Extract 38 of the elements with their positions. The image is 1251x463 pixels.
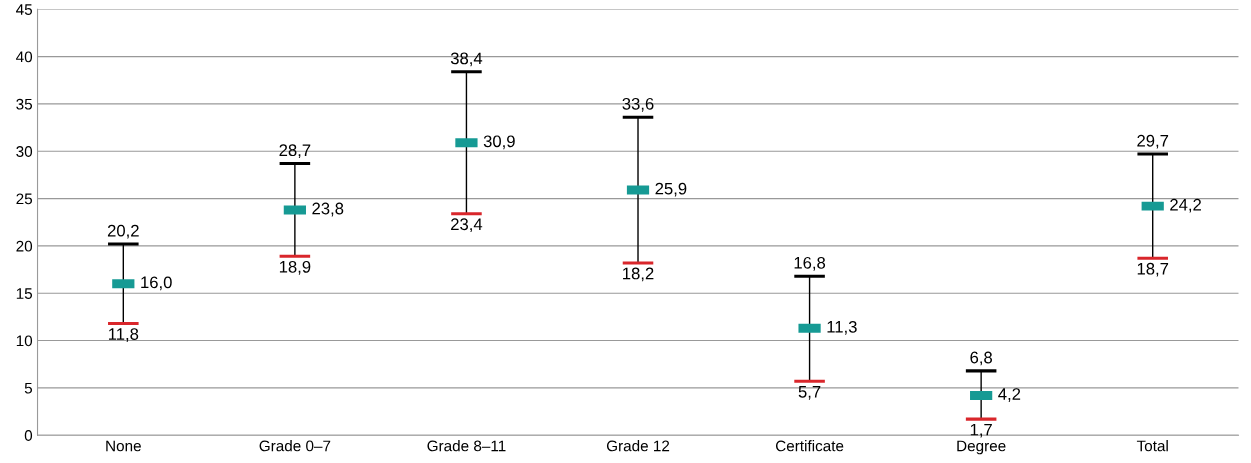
data-label: 24,2 — [1170, 198, 1201, 213]
y-tick-label: 35 — [16, 98, 33, 110]
x-tick-label: Certificate — [775, 440, 844, 452]
annotation: 18,7 — [1137, 262, 1169, 277]
x-tick-label: Degree — [957, 440, 1006, 455]
y-tick-label: 20 — [16, 240, 33, 252]
data-label: 30,9 — [483, 135, 515, 150]
annotation: 6,8 — [970, 351, 992, 366]
data-label: 16,0 — [141, 276, 172, 291]
annotation: 23,4 — [451, 218, 483, 233]
y-tick-label: 45 — [16, 4, 33, 15]
x-tick-label: Grade 12 — [606, 440, 670, 452]
data-label: 4,2 — [998, 388, 1021, 402]
data-label: 23,8 — [312, 202, 344, 217]
y-tick-label: 25 — [16, 193, 33, 205]
x-tick-label: Grade 0–7 — [259, 440, 331, 452]
annotation: 5,7 — [798, 386, 821, 400]
annotation: 38,4 — [450, 52, 483, 67]
y-tick-label: 10 — [16, 335, 33, 347]
y-tick-label: 0 — [24, 430, 33, 441]
annotation: 11,8 — [108, 328, 139, 342]
x-tick-label: None — [106, 440, 141, 452]
annotation: 1,7 — [970, 423, 992, 438]
y-tick-label: 5 — [24, 382, 33, 394]
y-tick-label: 40 — [16, 51, 33, 63]
annotation: 18,9 — [279, 260, 311, 275]
x-tick-label: Total — [1136, 440, 1168, 452]
x-tick-label: Grade 8–11 — [427, 440, 506, 452]
annotation: 18,2 — [623, 267, 654, 282]
annotation: 33,6 — [622, 97, 654, 112]
annotation: 29,7 — [1137, 134, 1169, 149]
y-tick-label: 30 — [16, 146, 33, 157]
annotation: 20,2 — [107, 224, 139, 239]
data-label: 11,3 — [827, 320, 857, 335]
annotation: 16,8 — [794, 256, 826, 271]
annotation: 28,7 — [279, 144, 311, 159]
y-tick-label: 15 — [16, 288, 33, 299]
data-label: 25,9 — [655, 182, 687, 197]
